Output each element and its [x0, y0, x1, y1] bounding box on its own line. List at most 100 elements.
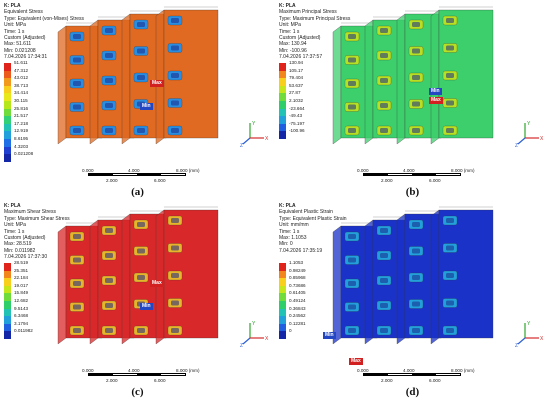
info-line: Min: 0 [279, 241, 293, 248]
legend-row: 0.24562 [279, 313, 323, 324]
info-line: Equivalent Plastic Strain [279, 209, 333, 216]
legend-row: 43.012 [4, 75, 48, 86]
legend-swatch [279, 85, 286, 94]
result-info: K: PLA Maximum Shear Stress Type: Maximu… [4, 203, 70, 261]
legend-value: 79.404 [289, 75, 304, 81]
info-line: K: PLA [279, 3, 296, 9]
legend-swatch [279, 108, 286, 117]
axis-z-label: Z [240, 343, 243, 348]
axis-triad-icon[interactable]: Y X Z [515, 118, 545, 148]
scale-bar-graphic [88, 373, 186, 376]
legend-swatch [279, 63, 286, 71]
legend-value: 0.36843 [289, 305, 306, 311]
legend-row: 25.351 [4, 267, 48, 279]
legend-value: 38.713 [14, 82, 29, 88]
legend-swatch [279, 263, 286, 271]
legend-swatch [279, 78, 286, 86]
color-legend: 51.611 47.312 43.012 38.713 34.414 30.115 25.8… [4, 60, 48, 162]
scale-bar: 0.000 4.000 8.000 (mm) 2.000 6.000 [357, 368, 475, 383]
legend-swatch [4, 308, 11, 317]
legend-swatch [279, 100, 286, 109]
legend-row: 0.73686 [279, 282, 323, 294]
legend-value: 25.351 [14, 267, 29, 273]
legend-row: 0.36843 [279, 305, 323, 317]
legend-row: 34.414 [4, 90, 48, 101]
axis-triad-icon[interactable]: Y X Z [240, 118, 270, 148]
legend-value: 9.5143 [14, 305, 29, 311]
legend-value: 19.017 [14, 282, 29, 288]
legend-row: 0.49124 [279, 298, 323, 309]
info-line: Maximum Shear Stress [4, 209, 56, 216]
axis-z-label: Z [515, 343, 518, 348]
legend-row: 22.184 [4, 275, 48, 286]
legend-value: 2.1032 [289, 97, 304, 103]
axis-y-label: Y [252, 121, 256, 127]
legend-row: 105.17 [279, 68, 323, 79]
fea-model-view[interactable] [0, 0, 275, 200]
legend-value: 0.85968 [289, 275, 306, 281]
legend-value: 28.519 [14, 260, 29, 265]
info-line: Time: 1 s [4, 28, 25, 35]
legend-swatch [4, 323, 11, 332]
legend-swatch [279, 300, 286, 309]
max-probe-label: Max [150, 80, 164, 87]
legend-row: 53.637 [279, 83, 323, 94]
legend-row: 2.1032 [279, 97, 323, 109]
legend-swatch [4, 285, 11, 294]
legend-row: 15.849 [4, 290, 48, 301]
legend-value: 1.1053 [289, 260, 304, 265]
legend-value: 21.517 [14, 113, 29, 119]
fea-model-view[interactable] [0, 200, 275, 400]
color-legend: 130.94 105.17 79.404 53.637 27.87 2.1032 -23.6… [279, 60, 323, 139]
info-line: Custom (Adjusted) [279, 35, 321, 42]
fea-model-view[interactable] [275, 200, 550, 400]
legend-row: 0 [279, 328, 323, 339]
info-line: 7.04.2026 17:34:31 [4, 54, 48, 61]
info-line: Type: Maximum Shear Stress [4, 215, 70, 222]
legend-swatch [4, 116, 11, 124]
scale-tick-label: 8.000 (mm) [451, 168, 475, 173]
legend-value: 43.012 [14, 75, 29, 81]
scale-tick-label: 8.000 (mm) [451, 368, 475, 373]
scale-bar-graphic [88, 173, 186, 176]
legend-row: 1.1053 [279, 260, 323, 271]
scale-tick-label: 8.000 (mm) [176, 168, 200, 173]
legend-swatch [4, 85, 11, 94]
info-line: Custom (Adjusted) [4, 35, 46, 42]
legend-swatch [4, 100, 11, 109]
legend-value: 17.218 [14, 120, 29, 126]
result-panel-a: K: PLA Equivalent Stress Type: Equivalen… [0, 0, 275, 200]
legend-value: 6.3468 [14, 313, 29, 319]
legend-value: -23.664 [289, 105, 305, 111]
scale-tick-label: 0.000 [82, 168, 94, 173]
legend-row: -100.96 [279, 128, 323, 139]
axis-z-label: Z [515, 143, 518, 148]
axis-triad-icon[interactable]: Y X Z [240, 318, 270, 348]
legend-row: 0.85968 [279, 275, 323, 286]
info-line: Min: -100.96 [279, 47, 307, 54]
scale-tick-label: 8.000 (mm) [176, 368, 200, 373]
axis-triad-icon[interactable]: Y X Z [515, 318, 545, 348]
scale-tick-label: 0.000 [82, 368, 94, 373]
legend-value: 0.021208 [14, 151, 34, 157]
axis-z-label: Z [240, 143, 243, 148]
legend-value: 8.6195 [14, 135, 29, 141]
scale-bar: 0.000 4.000 8.000 (mm) 2.000 6.000 [82, 368, 200, 383]
info-line: K: PLA [279, 203, 296, 209]
info-line: Time: 1 s [4, 228, 25, 235]
info-line: K: PLA [4, 3, 21, 9]
legend-row: -75.197 [279, 120, 323, 132]
legend-swatch [279, 131, 286, 139]
legend-row: 12.682 [4, 298, 48, 309]
legend-swatch [4, 108, 11, 117]
legend-swatch [279, 270, 286, 279]
scale-tick-label: 4.000 [403, 368, 415, 373]
legend-value: 3.1794 [14, 320, 29, 326]
legend-swatch [4, 78, 11, 86]
legend-value: 0.73686 [289, 282, 306, 288]
legend-value: -75.197 [289, 120, 305, 126]
legend-row: 17.218 [4, 120, 48, 132]
scale-tick-label: 4.000 [403, 168, 415, 173]
result-panel-d: K: PLA Equivalent Plastic Strain Type: E… [275, 200, 550, 400]
fea-model-view[interactable] [275, 0, 550, 200]
